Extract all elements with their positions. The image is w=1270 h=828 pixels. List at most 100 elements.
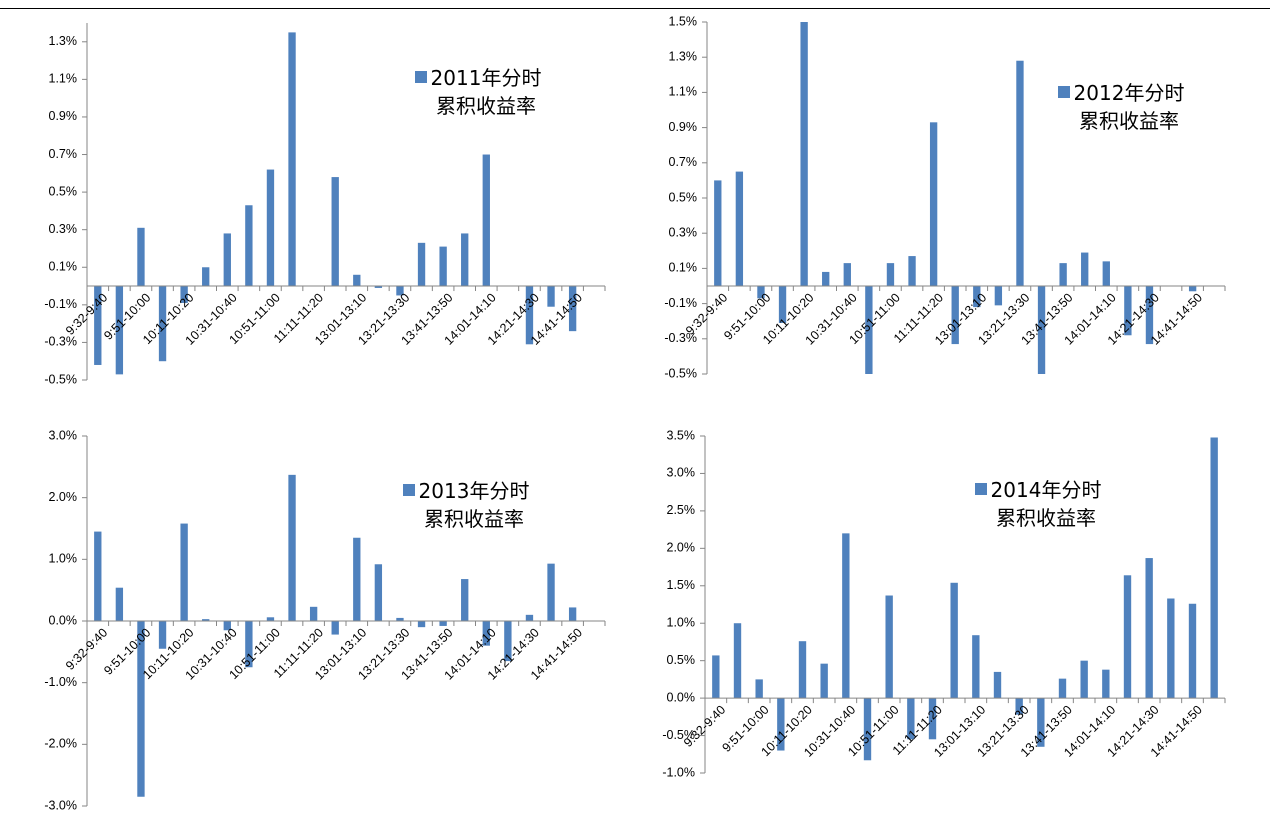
y-tick-label: 0.1% [49, 260, 78, 274]
bar [1210, 437, 1218, 699]
bar [950, 582, 958, 699]
bar [331, 177, 339, 287]
bar [245, 205, 253, 287]
bar [115, 587, 124, 621]
bar [137, 621, 145, 797]
bar [973, 286, 981, 308]
legend-label: 2013年分时累积收益率 [418, 479, 530, 531]
bar [1145, 558, 1153, 699]
bar [908, 256, 916, 286]
bar [94, 286, 102, 365]
y-tick-label: 0.3% [49, 222, 78, 236]
y-tick-label: -1.0% [662, 765, 695, 779]
bar [735, 171, 744, 286]
bar [951, 286, 959, 345]
bar [504, 621, 512, 662]
legend-swatch [403, 484, 415, 496]
legend-swatch [415, 71, 427, 83]
bar [461, 233, 469, 287]
legend-swatch [975, 483, 987, 495]
bar [180, 523, 188, 621]
bar [1124, 286, 1132, 336]
bar [1102, 669, 1110, 699]
bar [1059, 263, 1067, 286]
bar [223, 621, 231, 631]
bar [439, 246, 447, 287]
y-tick-label: -0.5% [664, 366, 697, 380]
legend-label: 2011年分时累积收益率 [430, 66, 542, 118]
bar [907, 698, 915, 740]
y-tick-label: -0.1% [664, 296, 697, 310]
bar [331, 621, 339, 635]
bar [266, 617, 275, 621]
y-tick-label: -0.3% [664, 331, 697, 345]
legend-label: 2014年分时累积收益率 [990, 478, 1102, 530]
y-tick-label: 0.9% [669, 120, 698, 134]
bar [202, 267, 210, 287]
bar [885, 595, 893, 699]
y-tick-label: 2.0% [667, 541, 696, 555]
bar [525, 286, 534, 345]
y-tick-label: -0.5% [662, 728, 695, 742]
bar [822, 271, 830, 286]
bar [972, 635, 980, 699]
y-tick-label: -0.1% [44, 297, 77, 311]
y-tick-label: 0.7% [669, 155, 698, 169]
y-tick-label: 0.0% [667, 690, 696, 704]
y-tick-label: 2.5% [667, 503, 696, 517]
bar [158, 621, 167, 649]
bar [374, 564, 383, 621]
bar [1058, 678, 1067, 699]
bar [417, 621, 426, 628]
bar [993, 671, 1002, 699]
y-tick-label: 3.0% [49, 428, 78, 442]
bar [158, 286, 167, 362]
y-tick-label: -1.0% [44, 675, 77, 689]
legend-swatch [1058, 86, 1070, 98]
bar [547, 286, 555, 307]
bar [547, 563, 555, 621]
bar [928, 698, 937, 740]
bar [1080, 660, 1088, 699]
y-tick-label: 3.5% [667, 428, 696, 442]
bar [1081, 252, 1089, 286]
bar [777, 698, 785, 751]
bar [778, 286, 787, 323]
y-tick-label: 1.0% [49, 552, 78, 566]
y-tick-label: 3.0% [667, 466, 696, 480]
y-tick-label: -3.0% [44, 798, 77, 812]
y-tick-label: 0.3% [669, 225, 698, 239]
legend-label: 2012年分时累积收益率 [1073, 81, 1185, 133]
y-tick-label: -2.0% [44, 737, 77, 751]
bar [396, 286, 404, 296]
bar [757, 286, 765, 299]
bar [1102, 261, 1110, 286]
bar [288, 474, 296, 621]
bar [865, 286, 873, 374]
bar [137, 227, 145, 287]
bar [266, 169, 275, 287]
bar [1015, 698, 1023, 715]
y-tick-label: 0.1% [669, 261, 698, 275]
bar [288, 32, 296, 287]
y-tick-label: 0.5% [667, 653, 696, 667]
bar [245, 621, 253, 668]
bar [1145, 286, 1154, 345]
bar [1167, 598, 1175, 699]
bar [843, 263, 851, 286]
bar [461, 579, 469, 621]
bar [1188, 286, 1197, 292]
bar [525, 614, 534, 621]
bar [568, 607, 577, 621]
y-tick-label: 0.5% [49, 184, 78, 198]
y-tick-label: 1.1% [49, 72, 78, 86]
bar [202, 619, 210, 621]
y-tick-label: 1.5% [669, 14, 698, 28]
bar [353, 537, 361, 621]
bar [798, 641, 807, 699]
bar [886, 263, 895, 286]
bar [1123, 575, 1132, 699]
y-tick-label: 1.3% [49, 34, 78, 48]
y-tick-label: -0.3% [44, 335, 77, 349]
